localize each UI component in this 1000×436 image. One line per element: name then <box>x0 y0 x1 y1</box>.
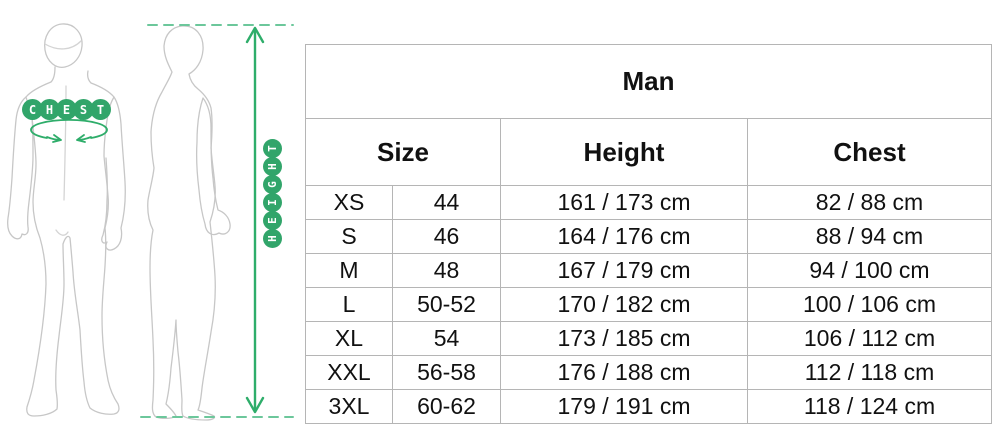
chest-measure-ellipse <box>30 118 108 143</box>
badge-letter: E <box>56 99 77 120</box>
table-row: M 48 167 / 179 cm 94 / 100 cm <box>305 253 992 288</box>
size-letter-cell: XXL <box>305 355 393 390</box>
col-header-size: Size <box>305 118 501 186</box>
size-letter-cell: XS <box>305 185 393 220</box>
size-number-cell: 54 <box>392 321 501 356</box>
height-range-cell: 170 / 182 cm <box>500 287 748 322</box>
table-title-row: Man <box>305 44 992 119</box>
badge-letter: I <box>263 193 282 212</box>
table-row: S 46 164 / 176 cm 88 / 94 cm <box>305 219 992 254</box>
size-number-cell: 48 <box>392 253 501 288</box>
chest-range-cell: 106 / 112 cm <box>747 321 992 356</box>
badge-letter: H <box>263 229 282 248</box>
chest-range-cell: 88 / 94 cm <box>747 219 992 254</box>
body-measurement-illustration <box>6 23 294 421</box>
table-row: XL 54 173 / 185 cm 106 / 112 cm <box>305 321 992 356</box>
front-figure-body <box>25 66 120 417</box>
badge-letter: H <box>263 157 282 176</box>
badge-letter: G <box>263 175 282 194</box>
badge-letter: C <box>22 99 43 120</box>
side-figure <box>147 25 231 421</box>
height-range-cell: 176 / 188 cm <box>500 355 748 390</box>
side-figure-arm <box>195 97 231 236</box>
height-range-cell: 173 / 185 cm <box>500 321 748 356</box>
chest-range-cell: 94 / 100 cm <box>747 253 992 288</box>
badge-letter: S <box>73 99 94 120</box>
table-row: 3XL 60-62 179 / 191 cm 118 / 124 cm <box>305 389 992 424</box>
height-arrowhead-down <box>245 396 265 414</box>
height-range-cell: 179 / 191 cm <box>500 389 748 424</box>
chest-range-cell: 100 / 106 cm <box>747 287 992 322</box>
table-row: L 50-52 170 / 182 cm 100 / 106 cm <box>305 287 992 322</box>
badge-letter: E <box>263 211 282 230</box>
table-row: XXL 56-58 176 / 188 cm 112 / 118 cm <box>305 355 992 390</box>
chest-range-cell: 112 / 118 cm <box>747 355 992 390</box>
col-header-height: Height <box>500 118 748 186</box>
table-title: Man <box>305 44 992 119</box>
height-range-cell: 161 / 173 cm <box>500 185 748 220</box>
front-figure-head <box>44 23 83 68</box>
table-row: XS 44 161 / 173 cm 82 / 88 cm <box>305 185 992 220</box>
measurement-marks <box>30 24 294 418</box>
size-number-cell: 46 <box>392 219 501 254</box>
size-number-cell: 56-58 <box>392 355 501 390</box>
size-number-cell: 50-52 <box>392 287 501 322</box>
size-number-cell: 60-62 <box>392 389 501 424</box>
height-range-cell: 167 / 179 cm <box>500 253 748 288</box>
col-header-chest: Chest <box>747 118 992 186</box>
height-arrow <box>245 26 265 414</box>
size-letter-cell: XL <box>305 321 393 356</box>
height-arrowhead-up <box>245 26 265 44</box>
front-figure-right-arm <box>101 96 126 251</box>
size-table: Man Size Height Chest XS 44 161 / 173 cm… <box>305 44 992 424</box>
front-figure-hairline <box>44 40 82 50</box>
badge-letter: T <box>90 99 111 120</box>
chest-range-cell: 118 / 124 cm <box>747 389 992 424</box>
badge-letter: T <box>263 139 282 158</box>
size-letter-cell: L <box>305 287 393 322</box>
chest-range-cell: 82 / 88 cm <box>747 185 992 220</box>
height-range-cell: 164 / 176 cm <box>500 219 748 254</box>
size-letter-cell: S <box>305 219 393 254</box>
front-figure <box>6 23 126 417</box>
table-header-row: Size Height Chest <box>305 118 992 186</box>
size-letter-cell: M <box>305 253 393 288</box>
size-letter-cell: 3XL <box>305 389 393 424</box>
front-figure-centerline <box>55 85 69 236</box>
badge-letter: H <box>39 99 60 120</box>
front-figure-left-arm <box>6 96 34 240</box>
size-number-cell: 44 <box>392 185 501 220</box>
